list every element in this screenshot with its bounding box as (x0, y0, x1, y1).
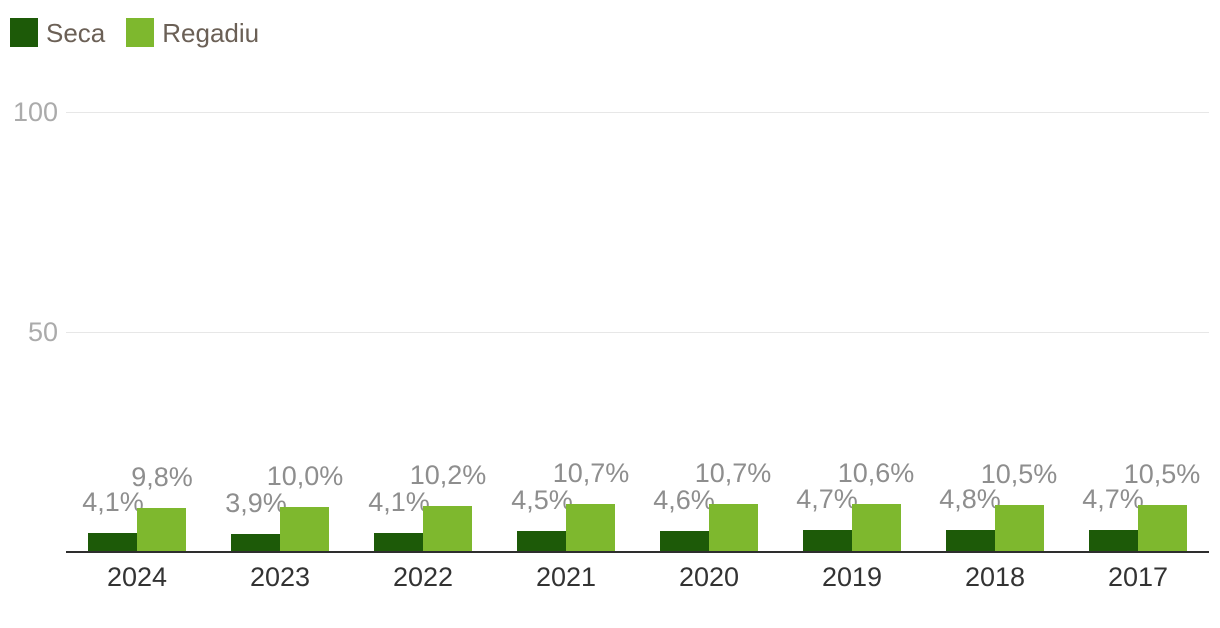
x-axis-label-2021: 2021 (535, 562, 597, 592)
value-label-regadiu-2019: 10,6% (837, 457, 915, 488)
x-axis-label-2017: 2017 (1107, 562, 1169, 592)
legend-item-regadiu[interactable]: Regadiu (126, 18, 259, 47)
x-axis-label-2020: 2020 (678, 562, 740, 592)
value-label-regadiu-2022: 10,2% (409, 459, 487, 490)
x-axis-label-2024: 2024 (106, 562, 168, 592)
bar-seca-2021[interactable] (517, 531, 566, 551)
legend-label-seca: Seca (46, 17, 106, 48)
bar-regadiu-2023[interactable] (280, 507, 329, 551)
x-axis-label-2019: 2019 (821, 562, 883, 592)
value-label-seca-2022: 4,1% (368, 486, 430, 517)
bar-seca-2017[interactable] (1089, 530, 1138, 551)
bar-regadiu-2019[interactable] (852, 504, 901, 551)
value-label-seca-2017: 4,7% (1082, 483, 1144, 514)
legend-label-regadiu: Regadiu (162, 17, 260, 48)
gridline-50 (66, 332, 1209, 333)
bar-regadiu-2021[interactable] (566, 504, 615, 551)
value-label-regadiu-2020: 10,7% (694, 457, 772, 488)
bar-regadiu-2020[interactable] (709, 504, 758, 551)
bar-seca-2022[interactable] (374, 533, 423, 551)
x-axis-label-2018: 2018 (964, 562, 1026, 592)
value-label-seca-2021: 4,5% (511, 484, 573, 515)
x-axis-line (66, 551, 1209, 553)
x-axis-label-2022: 2022 (392, 562, 454, 592)
bar-regadiu-2018[interactable] (995, 505, 1044, 551)
bar-seca-2020[interactable] (660, 531, 709, 551)
x-axis-label-2023: 2023 (249, 562, 311, 592)
bar-seca-2023[interactable] (231, 534, 280, 551)
y-axis-tick-label-100: 100 (12, 97, 58, 127)
value-label-seca-2019: 4,7% (796, 483, 858, 514)
value-label-seca-2024: 4,1% (82, 486, 144, 517)
chart-legend: Seca Regadiu (10, 18, 259, 47)
gridline-100 (66, 112, 1209, 113)
bar-regadiu-2017[interactable] (1138, 505, 1187, 551)
regadiu-legend-swatch-icon (126, 18, 155, 47)
value-label-seca-2020: 4,6% (653, 484, 715, 515)
bar-regadiu-2022[interactable] (423, 506, 472, 551)
value-label-regadiu-2018: 10,5% (980, 458, 1058, 489)
seca-legend-swatch-icon (10, 18, 38, 47)
bar-seca-2018[interactable] (946, 530, 995, 551)
value-label-seca-2018: 4,8% (939, 483, 1001, 514)
legend-item-seca[interactable]: Seca (10, 18, 105, 47)
value-label-regadiu-2017: 10,5% (1123, 458, 1201, 489)
value-label-regadiu-2024: 9,8% (131, 461, 193, 492)
value-label-seca-2023: 3,9% (225, 487, 287, 518)
y-axis-tick-label-50: 50 (27, 317, 58, 347)
bar-seca-2024[interactable] (88, 533, 137, 551)
bar-seca-2019[interactable] (803, 530, 852, 551)
value-label-regadiu-2023: 10,0% (266, 460, 344, 491)
bar-regadiu-2024[interactable] (137, 508, 186, 551)
value-label-regadiu-2021: 10,7% (552, 457, 630, 488)
